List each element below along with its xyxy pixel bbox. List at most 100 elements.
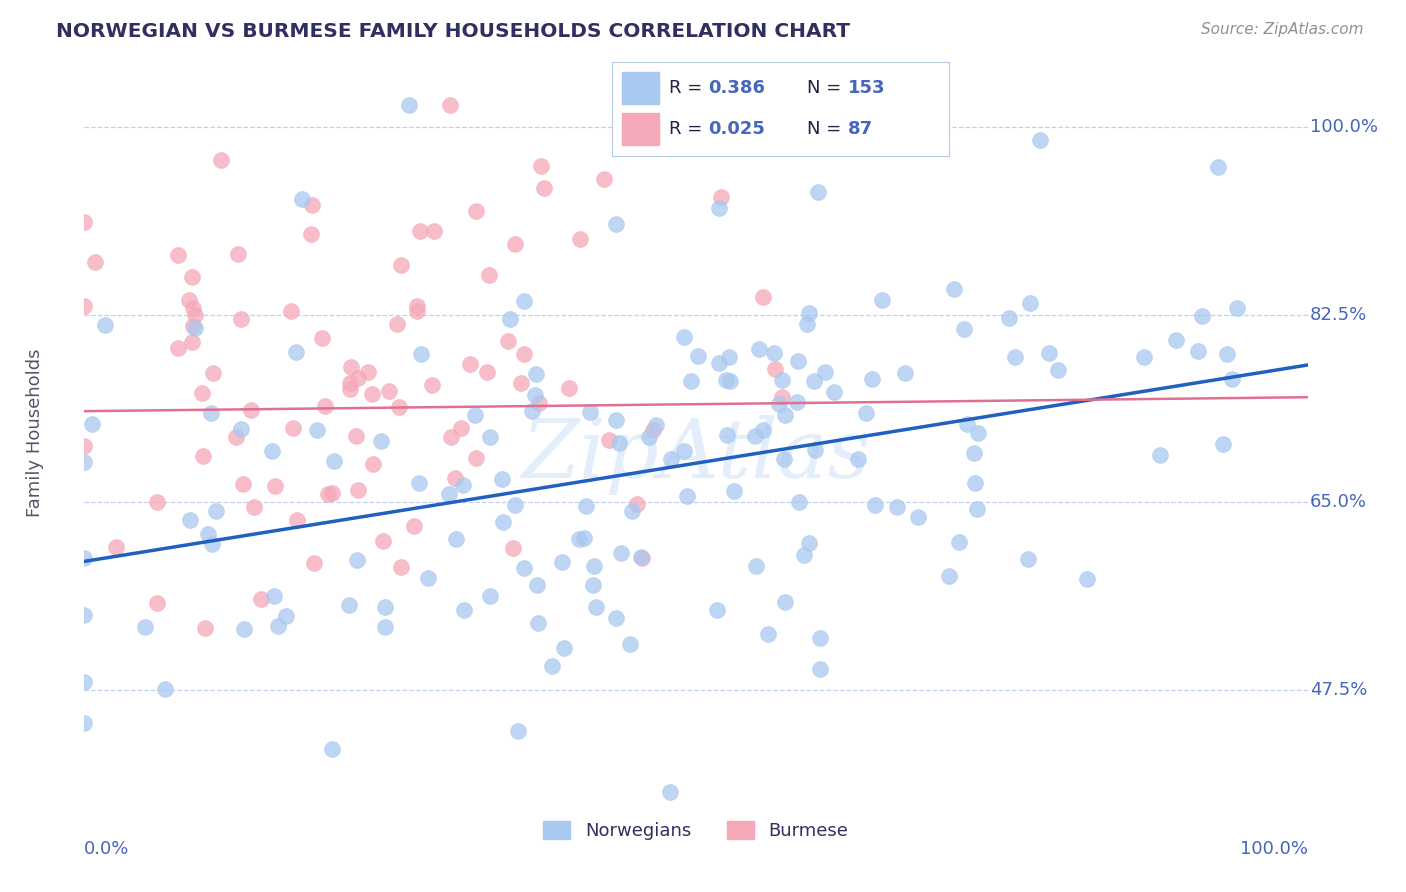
- Point: [193, 449, 215, 463]
- Text: NORWEGIAN VS BURMESE FAMILY HOUSEHOLDS CORRELATION CHART: NORWEGIAN VS BURMESE FAMILY HOUSEHOLDS C…: [56, 22, 851, 41]
- Text: 47.5%: 47.5%: [1310, 681, 1368, 699]
- Point: [948, 535, 970, 549]
- Point: [503, 237, 526, 252]
- Text: 0.025: 0.025: [707, 120, 765, 138]
- Point: [799, 306, 821, 320]
- Point: [513, 347, 536, 361]
- Point: [404, 519, 426, 533]
- Point: [659, 785, 682, 799]
- Point: [1220, 372, 1243, 386]
- Point: [416, 571, 439, 585]
- Point: [686, 349, 709, 363]
- Point: [709, 201, 731, 215]
- Point: [73, 455, 96, 469]
- Point: [676, 489, 699, 503]
- Point: [631, 550, 654, 565]
- Text: Family Households: Family Households: [27, 349, 45, 516]
- Point: [1309, 272, 1331, 286]
- Point: [803, 374, 825, 388]
- Point: [1047, 363, 1070, 377]
- Point: [406, 304, 429, 318]
- Point: [956, 417, 979, 432]
- Point: [963, 445, 986, 459]
- Point: [492, 515, 515, 529]
- Point: [637, 430, 659, 444]
- Point: [464, 409, 486, 423]
- Point: [626, 497, 648, 511]
- Point: [183, 318, 205, 333]
- Point: [568, 533, 591, 547]
- Point: [420, 377, 443, 392]
- Point: [239, 403, 262, 417]
- Point: [530, 159, 553, 173]
- Point: [337, 598, 360, 612]
- Point: [184, 308, 207, 322]
- Point: [104, 540, 127, 554]
- Point: [1149, 448, 1171, 462]
- Point: [73, 674, 96, 689]
- Text: 100.0%: 100.0%: [1310, 118, 1378, 136]
- Point: [200, 405, 222, 419]
- Point: [659, 451, 682, 466]
- Point: [1004, 351, 1026, 365]
- Bar: [621, 113, 659, 145]
- Point: [498, 334, 520, 349]
- Point: [205, 504, 228, 518]
- Point: [1017, 552, 1039, 566]
- Point: [250, 591, 273, 606]
- Point: [706, 603, 728, 617]
- Point: [1166, 333, 1188, 347]
- Point: [786, 395, 808, 409]
- Point: [180, 270, 202, 285]
- Point: [621, 504, 644, 518]
- Point: [907, 510, 929, 524]
- Point: [314, 399, 336, 413]
- Point: [1309, 341, 1331, 355]
- Point: [808, 632, 831, 646]
- Point: [281, 421, 304, 435]
- Point: [1076, 572, 1098, 586]
- Point: [291, 192, 314, 206]
- Point: [793, 548, 815, 562]
- Point: [773, 409, 796, 423]
- Point: [870, 293, 893, 308]
- Point: [775, 594, 797, 608]
- Point: [707, 356, 730, 370]
- Point: [768, 397, 790, 411]
- Point: [803, 443, 825, 458]
- Point: [710, 190, 733, 204]
- Point: [672, 330, 695, 344]
- Point: [475, 365, 498, 379]
- Text: 100.0%: 100.0%: [1240, 840, 1308, 858]
- Point: [630, 549, 652, 564]
- Point: [346, 553, 368, 567]
- Point: [1038, 345, 1060, 359]
- Point: [374, 599, 396, 614]
- Point: [197, 527, 219, 541]
- Point: [405, 299, 427, 313]
- Point: [1226, 301, 1249, 316]
- Text: 87: 87: [848, 120, 873, 138]
- Text: R =: R =: [669, 120, 709, 138]
- Point: [179, 513, 201, 527]
- Point: [748, 342, 770, 356]
- Point: [966, 425, 988, 440]
- Point: [464, 450, 486, 465]
- Point: [387, 318, 409, 332]
- Point: [1191, 309, 1213, 323]
- Point: [1019, 296, 1042, 310]
- Legend: Norwegians, Burmese: Norwegians, Burmese: [534, 812, 858, 849]
- Point: [73, 299, 96, 313]
- Point: [229, 311, 252, 326]
- Point: [153, 681, 176, 696]
- Point: [886, 500, 908, 514]
- Point: [371, 534, 394, 549]
- Point: [572, 531, 595, 545]
- Point: [478, 430, 501, 444]
- Point: [1309, 392, 1331, 407]
- Point: [232, 477, 254, 491]
- Point: [201, 537, 224, 551]
- Text: ZipAtlas: ZipAtlas: [522, 415, 870, 495]
- Point: [762, 345, 785, 359]
- Point: [756, 627, 779, 641]
